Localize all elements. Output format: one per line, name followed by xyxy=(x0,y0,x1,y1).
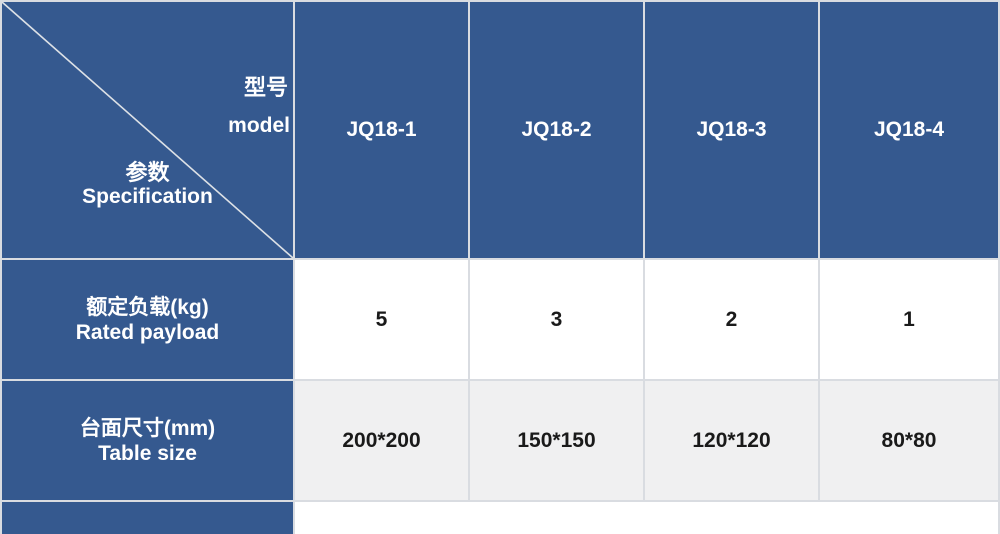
rated-payload-jq18-4: 1 xyxy=(820,260,998,379)
column-header-jq18-4: JQ18-4 xyxy=(820,2,998,258)
column-header-jq18-2: JQ18-2 xyxy=(470,2,643,258)
partial-row-data-area xyxy=(295,502,998,534)
rated-payload-jq18-2: 3 xyxy=(470,260,643,379)
row-label-rated-payload: 额定负载(kg) Rated payload xyxy=(2,260,293,379)
corner-cell: 型号 model 参数 Specification xyxy=(2,2,293,258)
rated-payload-jq18-1: 5 xyxy=(295,260,468,379)
diagonal-line xyxy=(2,2,293,258)
column-header-jq18-1: JQ18-1 xyxy=(295,2,468,258)
corner-model-label-cn: 型号 xyxy=(243,75,288,100)
column-header-jq18-3: JQ18-3 xyxy=(645,2,818,258)
partial-row-label-cell xyxy=(2,502,293,534)
row-label-en: Rated payload xyxy=(75,320,220,344)
table-size-jq18-1: 200*200 xyxy=(295,381,468,500)
row-label-cn: 额定负载(kg) xyxy=(86,295,209,319)
corner-spec-label-en: Specification xyxy=(82,185,213,208)
corner-model-label-en: model xyxy=(228,114,290,137)
table-size-jq18-3: 120*120 xyxy=(645,381,818,500)
corner-spec-label: 参数 Specification xyxy=(2,161,293,209)
rated-payload-jq18-3: 2 xyxy=(645,260,818,379)
row-label-en: Table size xyxy=(98,441,197,465)
table-size-jq18-4: 80*80 xyxy=(820,381,998,500)
table-size-jq18-2: 150*150 xyxy=(470,381,643,500)
row-label-cn: 台面尺寸(mm) xyxy=(79,416,216,440)
row-label-table-size: 台面尺寸(mm) Table size xyxy=(2,381,293,500)
corner-spec-label-cn: 参数 xyxy=(125,160,170,185)
